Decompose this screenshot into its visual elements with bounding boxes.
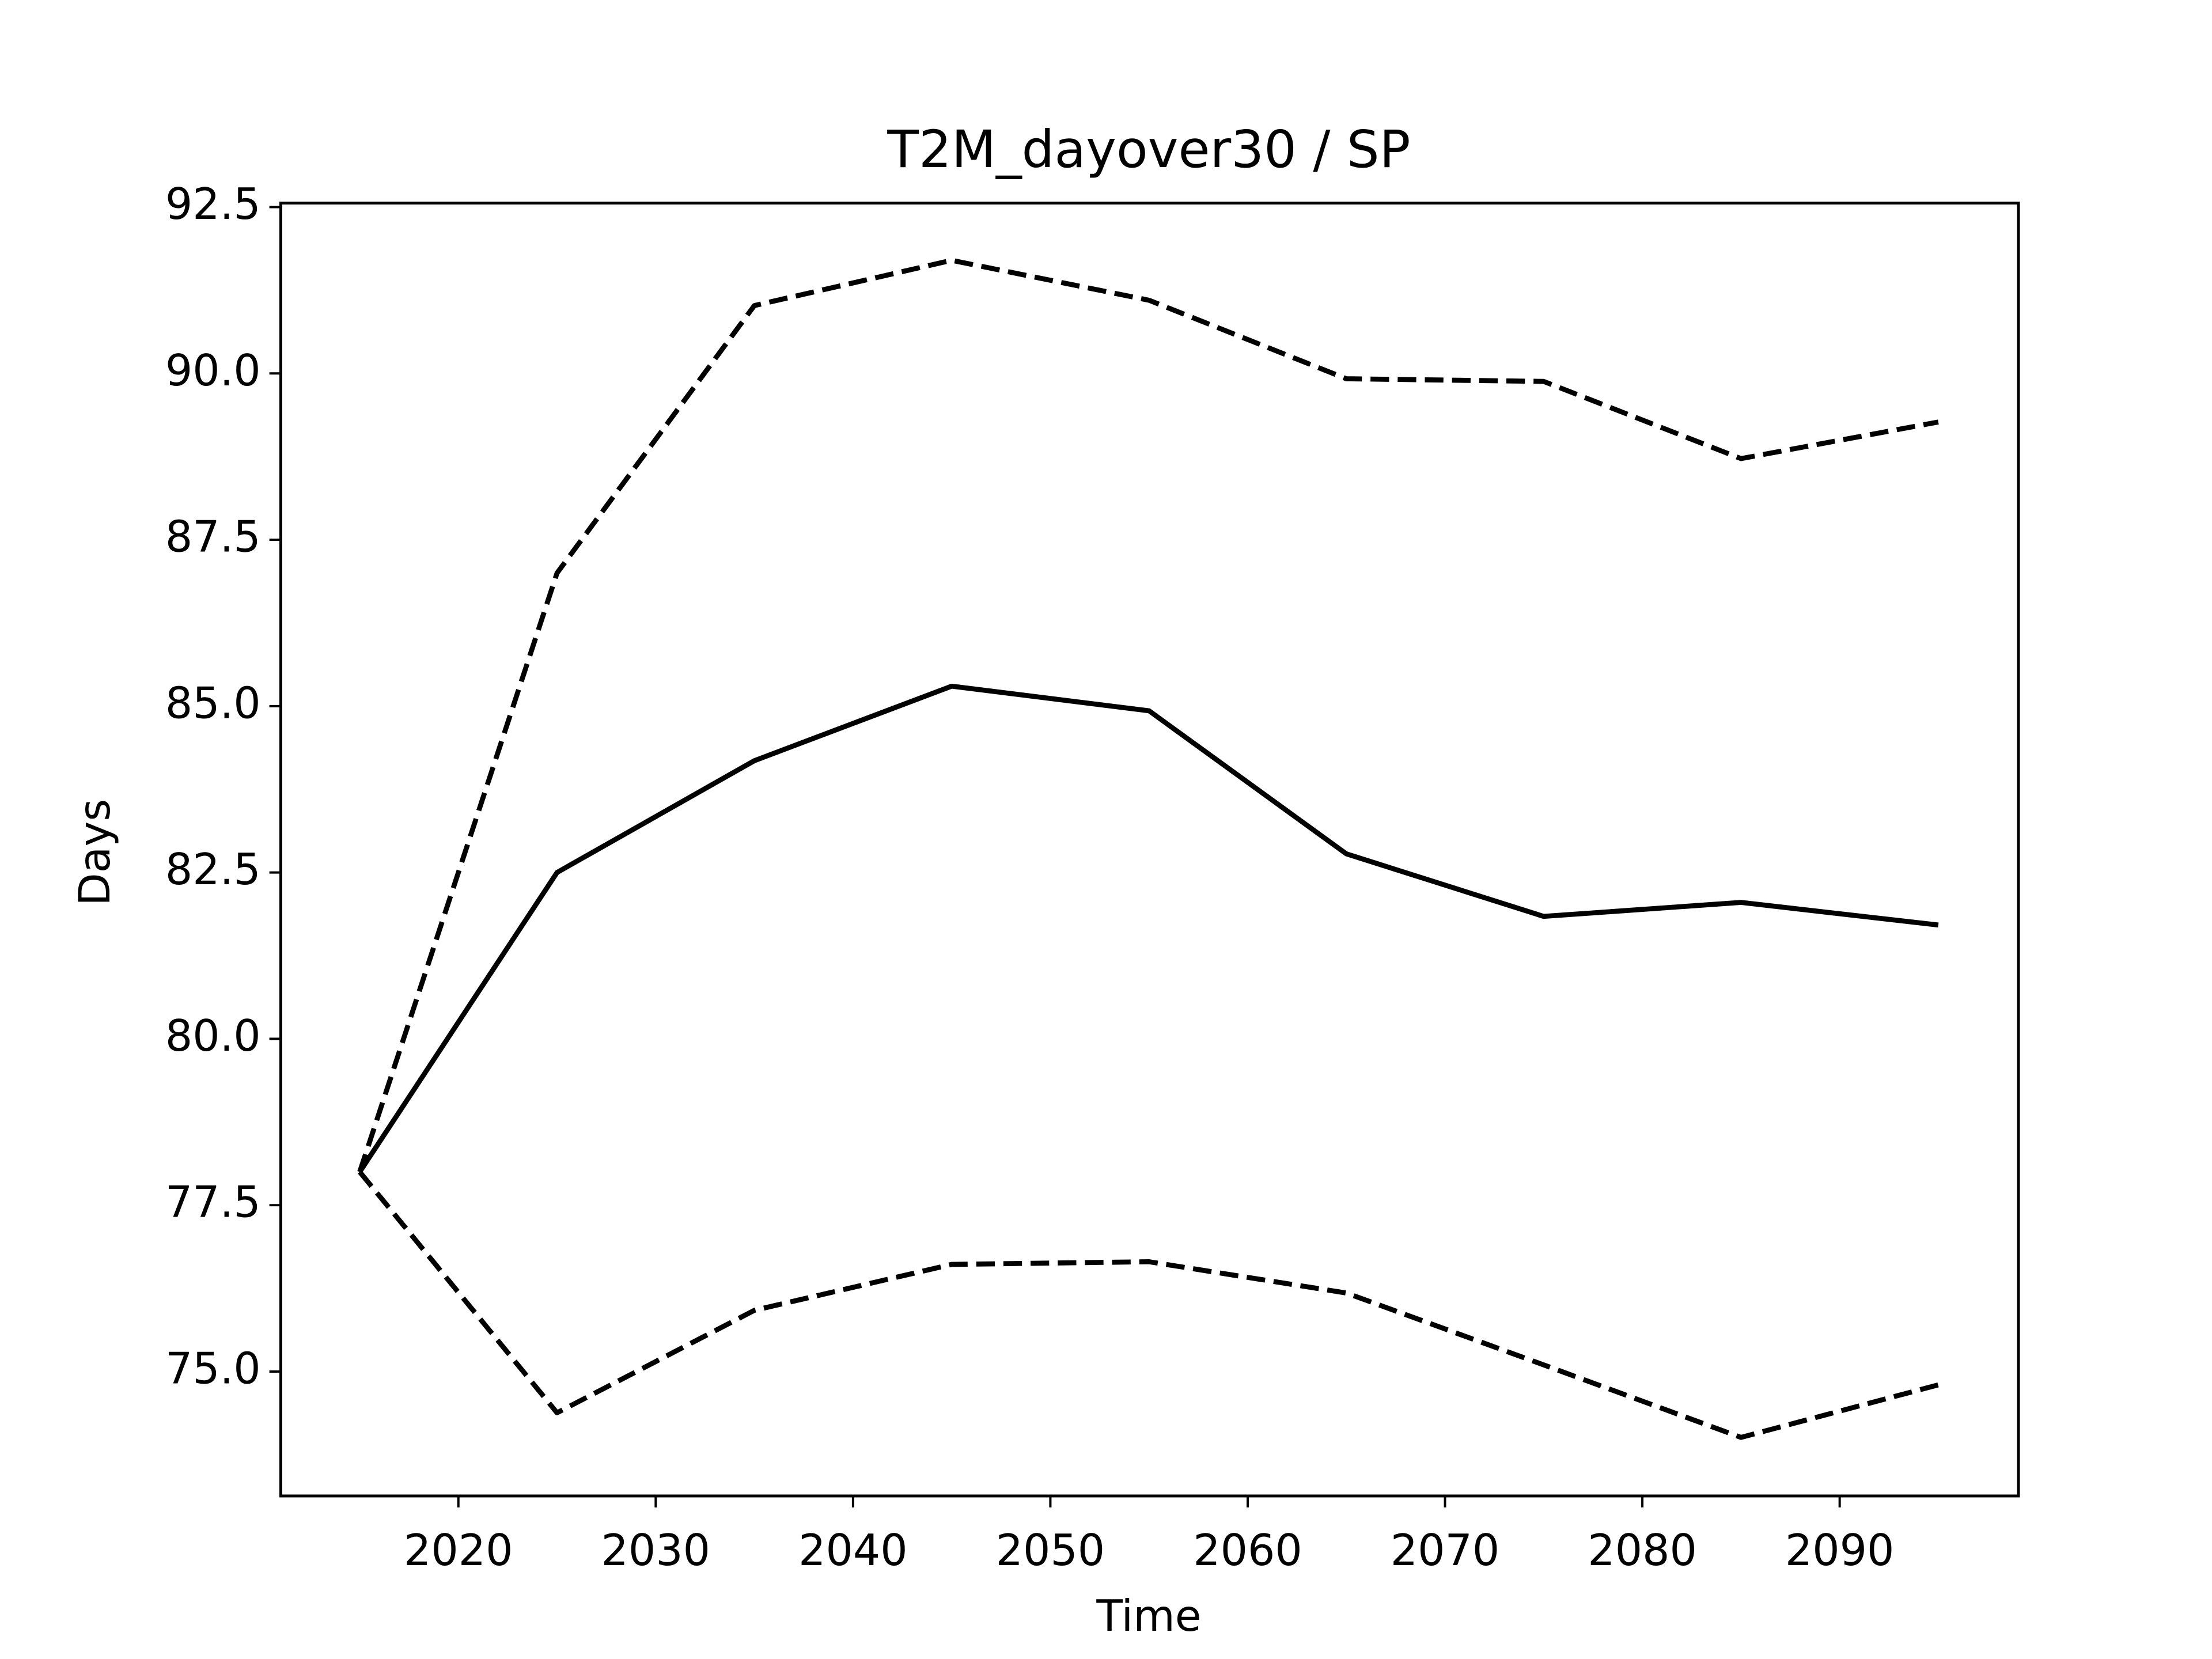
line-series <box>357 683 1939 1173</box>
line-series <box>358 1170 1940 1440</box>
y-tick-label: 82.5 <box>165 844 261 895</box>
x-tick-label: 2090 <box>1785 1525 1895 1575</box>
y-tick-label: 90.0 <box>165 346 261 396</box>
chart-title: T2M_dayover30 / SP <box>887 120 1410 180</box>
x-tick-label: 2020 <box>404 1525 513 1575</box>
x-tick-label: 2060 <box>1193 1525 1302 1575</box>
y-tick-label: 80.0 <box>165 1011 261 1061</box>
x-tick-label: 2040 <box>798 1525 908 1575</box>
line-series <box>357 257 1939 1173</box>
x-tick-label: 2070 <box>1391 1525 1500 1575</box>
x-tick-label: 2050 <box>996 1525 1105 1575</box>
y-tick-label: 85.0 <box>165 678 261 728</box>
y-tick-label: 77.5 <box>165 1177 261 1228</box>
x-tick-label: 2080 <box>1588 1525 1697 1575</box>
plot-frame <box>279 202 2020 1498</box>
y-tick-label: 87.5 <box>165 512 261 562</box>
y-axis-label: Days <box>70 799 120 906</box>
x-axis-label: Time <box>1096 1591 1201 1641</box>
y-tick-label: 75.0 <box>165 1343 261 1393</box>
y-tick-label: 92.5 <box>165 179 261 229</box>
x-tick-label: 2030 <box>601 1525 711 1575</box>
